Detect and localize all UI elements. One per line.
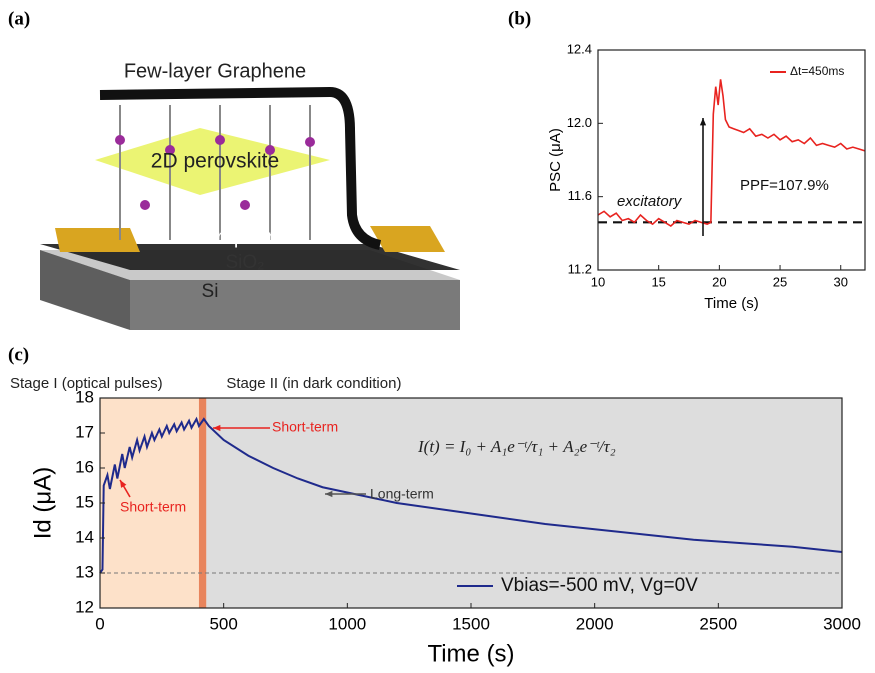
x-tick-label: 3000 — [823, 614, 861, 633]
y-tick-label: 13 — [75, 562, 94, 581]
annotation: PPF=107.9% — [740, 177, 829, 194]
data-line — [99, 416, 843, 574]
legend-label: Δt=450ms — [790, 64, 844, 78]
plot-frame — [597, 49, 866, 271]
panel-label: (c) — [8, 344, 29, 365]
panel-label: (a) — [8, 8, 30, 29]
x-axis-label: Time (s) — [704, 295, 758, 312]
x-tick-label: 30 — [833, 274, 847, 289]
x-tick-label: 20 — [712, 274, 726, 289]
stage-label: Stage II (in dark condition) — [226, 375, 401, 392]
x-tick-label: 10 — [591, 274, 605, 289]
x-tick-label: 2000 — [576, 614, 614, 633]
x-tick-label: 1500 — [452, 614, 490, 633]
illustration-label: Graphene — [201, 226, 290, 248]
x-tick-label: 1000 — [328, 614, 366, 633]
y-tick-label: 12.4 — [567, 41, 592, 56]
y-axis-label: PSC (μA) — [547, 128, 564, 192]
data-line — [597, 79, 866, 227]
x-tick-label: 15 — [651, 274, 665, 289]
y-tick-label: 11.6 — [568, 188, 592, 203]
x-tick-label: 0 — [95, 614, 104, 633]
y-tick-label: 16 — [75, 457, 94, 476]
x-tick-label: 2500 — [699, 614, 737, 633]
illustration-label: 2D perovskite — [151, 150, 279, 173]
arrow-head — [120, 480, 127, 488]
legend-label: Vbias=-500 mV, Vg=0V — [501, 575, 698, 596]
y-tick-label: 17 — [75, 422, 94, 441]
panel-label: (b) — [508, 8, 531, 29]
illustration-label: Few-layer Graphene — [124, 60, 306, 82]
annotation: Short-term — [120, 499, 186, 515]
arrow-head — [699, 118, 707, 126]
y-tick-label: 14 — [75, 527, 94, 546]
illustration-label: SiO₂ — [225, 252, 264, 273]
annotation: excitatory — [617, 193, 683, 210]
y-tick-label: 18 — [75, 387, 94, 406]
illustration: Few-layer Graphene 2D perovskite Graphen… — [40, 60, 460, 330]
x-tick-label: 25 — [773, 274, 787, 289]
arrow-head — [325, 490, 333, 498]
region — [198, 398, 207, 608]
x-tick-label: 500 — [209, 614, 237, 633]
y-tick-label: 12.0 — [567, 115, 592, 130]
y-tick-label: 12 — [75, 597, 94, 616]
annotation: Long-term — [370, 486, 434, 502]
stage-label: Stage I (optical pulses) — [10, 375, 163, 392]
illustration-label: Si — [202, 281, 219, 302]
arrow-head — [213, 424, 221, 432]
y-tick-label: 15 — [75, 492, 94, 511]
annotation: I(t) = I₀ + A₁e⁻ᵗ/τ₁ + A₂e⁻ᵗ/τ₂ — [417, 437, 616, 456]
x-axis-label: Time (s) — [427, 640, 514, 667]
y-tick-label: 11.2 — [568, 261, 592, 276]
y-axis-label: Id (μA) — [29, 467, 56, 540]
annotation: Short-term — [272, 419, 338, 435]
